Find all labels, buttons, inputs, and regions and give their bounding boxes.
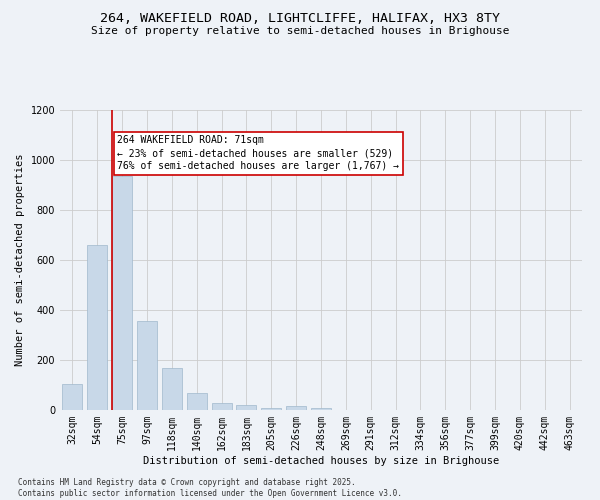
Bar [62, 384, 82, 410]
Text: Size of property relative to semi-detached houses in Brighouse: Size of property relative to semi-detach… [91, 26, 509, 36]
Bar [187, 392, 206, 410]
Bar [137, 322, 157, 410]
Bar [311, 408, 331, 410]
Y-axis label: Number of semi-detached properties: Number of semi-detached properties [15, 154, 25, 366]
Bar [162, 368, 182, 410]
Bar [112, 176, 132, 410]
Bar [88, 245, 107, 410]
Bar [236, 404, 256, 410]
Text: Contains HM Land Registry data © Crown copyright and database right 2025.
Contai: Contains HM Land Registry data © Crown c… [18, 478, 402, 498]
X-axis label: Distribution of semi-detached houses by size in Brighouse: Distribution of semi-detached houses by … [143, 456, 499, 466]
Text: 264 WAKEFIELD ROAD: 71sqm
← 23% of semi-detached houses are smaller (529)
76% of: 264 WAKEFIELD ROAD: 71sqm ← 23% of semi-… [117, 135, 399, 172]
Text: 264, WAKEFIELD ROAD, LIGHTCLIFFE, HALIFAX, HX3 8TY: 264, WAKEFIELD ROAD, LIGHTCLIFFE, HALIFA… [100, 12, 500, 26]
Bar [286, 406, 306, 410]
Bar [212, 403, 232, 410]
Bar [262, 408, 281, 410]
